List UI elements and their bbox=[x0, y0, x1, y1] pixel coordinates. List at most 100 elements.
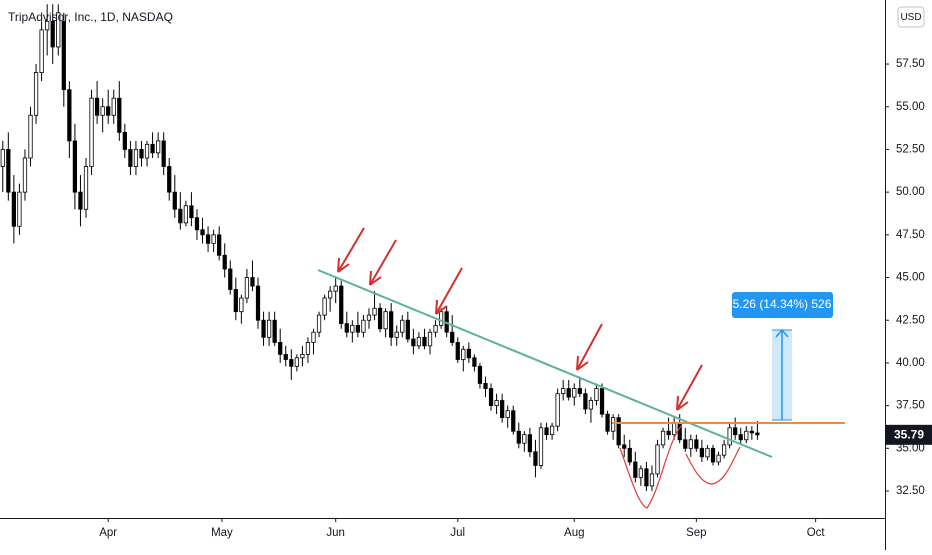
candle-body bbox=[466, 348, 471, 359]
candle-body bbox=[328, 290, 333, 299]
pattern-curve bbox=[685, 446, 741, 485]
candle-body bbox=[361, 319, 366, 333]
candle-body bbox=[522, 434, 527, 444]
candle-body bbox=[289, 359, 294, 367]
y-tick-label: 37.50 bbox=[896, 400, 925, 412]
candle-body bbox=[250, 277, 255, 287]
candle-body bbox=[117, 97, 122, 133]
candle-body bbox=[316, 314, 322, 333]
arrow bbox=[576, 323, 603, 371]
candle-body bbox=[89, 97, 94, 167]
candle-body bbox=[672, 422, 677, 436]
candle-body bbox=[266, 319, 272, 338]
candle-body bbox=[305, 342, 311, 355]
candle-body bbox=[17, 191, 22, 227]
candle-body bbox=[733, 427, 738, 436]
candle-body bbox=[394, 331, 399, 338]
candle-body bbox=[294, 357, 299, 367]
candle-body bbox=[594, 388, 599, 401]
candle-body bbox=[455, 342, 460, 360]
arrow bbox=[337, 227, 365, 273]
candle-body bbox=[144, 143, 150, 159]
y-tick-label: 57.50 bbox=[896, 58, 925, 70]
candle-body bbox=[533, 451, 538, 466]
candle-body bbox=[39, 29, 44, 73]
candle-body bbox=[106, 106, 111, 116]
candle-body bbox=[283, 353, 288, 360]
candle-body bbox=[627, 447, 632, 463]
candle-body bbox=[339, 285, 344, 325]
candle-body bbox=[427, 331, 433, 347]
candle-body bbox=[183, 205, 188, 224]
x-tick-label: Jul bbox=[450, 527, 465, 539]
currency-box bbox=[897, 6, 925, 28]
candle-body bbox=[222, 254, 227, 270]
y-tick-label: 55.00 bbox=[896, 101, 925, 113]
candle-body bbox=[588, 400, 594, 410]
candle-body bbox=[22, 157, 28, 193]
last-price-label: 35.79 bbox=[894, 427, 924, 441]
candle-body bbox=[300, 353, 305, 359]
candle-body bbox=[411, 338, 416, 347]
candle-body bbox=[211, 234, 216, 244]
candle-body bbox=[450, 331, 455, 343]
time-axis-bg bbox=[0, 519, 886, 550]
candle-body bbox=[56, 12, 61, 48]
candle-body bbox=[488, 388, 494, 407]
x-tick-label: Jun bbox=[326, 527, 345, 539]
candle-body bbox=[83, 166, 89, 210]
candle-body bbox=[311, 331, 316, 343]
x-tick-label: Apr bbox=[99, 527, 117, 539]
candle-body bbox=[438, 311, 444, 326]
candle-body bbox=[189, 205, 194, 219]
candle-body bbox=[0, 149, 5, 167]
candle-body bbox=[483, 383, 488, 389]
candle-body bbox=[11, 191, 16, 227]
candle-body bbox=[705, 447, 710, 458]
candle-body bbox=[472, 357, 477, 367]
candle-body bbox=[566, 388, 571, 398]
candle-body bbox=[599, 388, 605, 415]
candle-body bbox=[45, 20, 50, 31]
measure-label: 5.26 (14.34%) 526 bbox=[733, 297, 832, 311]
candle-body bbox=[555, 393, 560, 427]
candle-body bbox=[561, 388, 566, 395]
y-tick-label: 40.00 bbox=[896, 357, 925, 369]
candle-body bbox=[433, 324, 438, 333]
candle-body bbox=[200, 229, 205, 236]
candle-body bbox=[500, 400, 505, 418]
y-tick-label: 32.50 bbox=[896, 485, 925, 497]
candle-body bbox=[511, 410, 516, 432]
candle-body bbox=[167, 166, 172, 193]
candles bbox=[0, 4, 760, 492]
candle-body bbox=[261, 319, 266, 338]
candle-body bbox=[660, 430, 666, 446]
candle-body bbox=[239, 297, 244, 313]
candle-body bbox=[461, 348, 466, 360]
candle-body bbox=[372, 307, 377, 316]
candle-body bbox=[333, 285, 338, 292]
candle-body bbox=[61, 20, 66, 91]
candle-body bbox=[100, 106, 105, 116]
candle-body bbox=[244, 277, 250, 299]
candle-body bbox=[505, 410, 510, 418]
candle-body bbox=[649, 473, 655, 487]
candle-body bbox=[150, 143, 155, 154]
y-tick-label: 45.00 bbox=[896, 272, 925, 284]
candle-body bbox=[683, 439, 688, 449]
candle-body bbox=[366, 314, 372, 321]
candle-body bbox=[405, 319, 410, 340]
candle-body bbox=[755, 432, 760, 436]
arrow bbox=[676, 364, 703, 411]
candle-body bbox=[527, 434, 533, 453]
candle-body bbox=[322, 297, 327, 316]
candle-body bbox=[416, 336, 422, 347]
candle-body bbox=[644, 468, 649, 487]
candle-body bbox=[572, 388, 577, 398]
candle-body bbox=[355, 324, 361, 333]
last-price-box bbox=[886, 424, 932, 445]
candle-body bbox=[161, 140, 166, 167]
candle-body bbox=[383, 311, 388, 330]
currency: USD bbox=[900, 12, 921, 23]
